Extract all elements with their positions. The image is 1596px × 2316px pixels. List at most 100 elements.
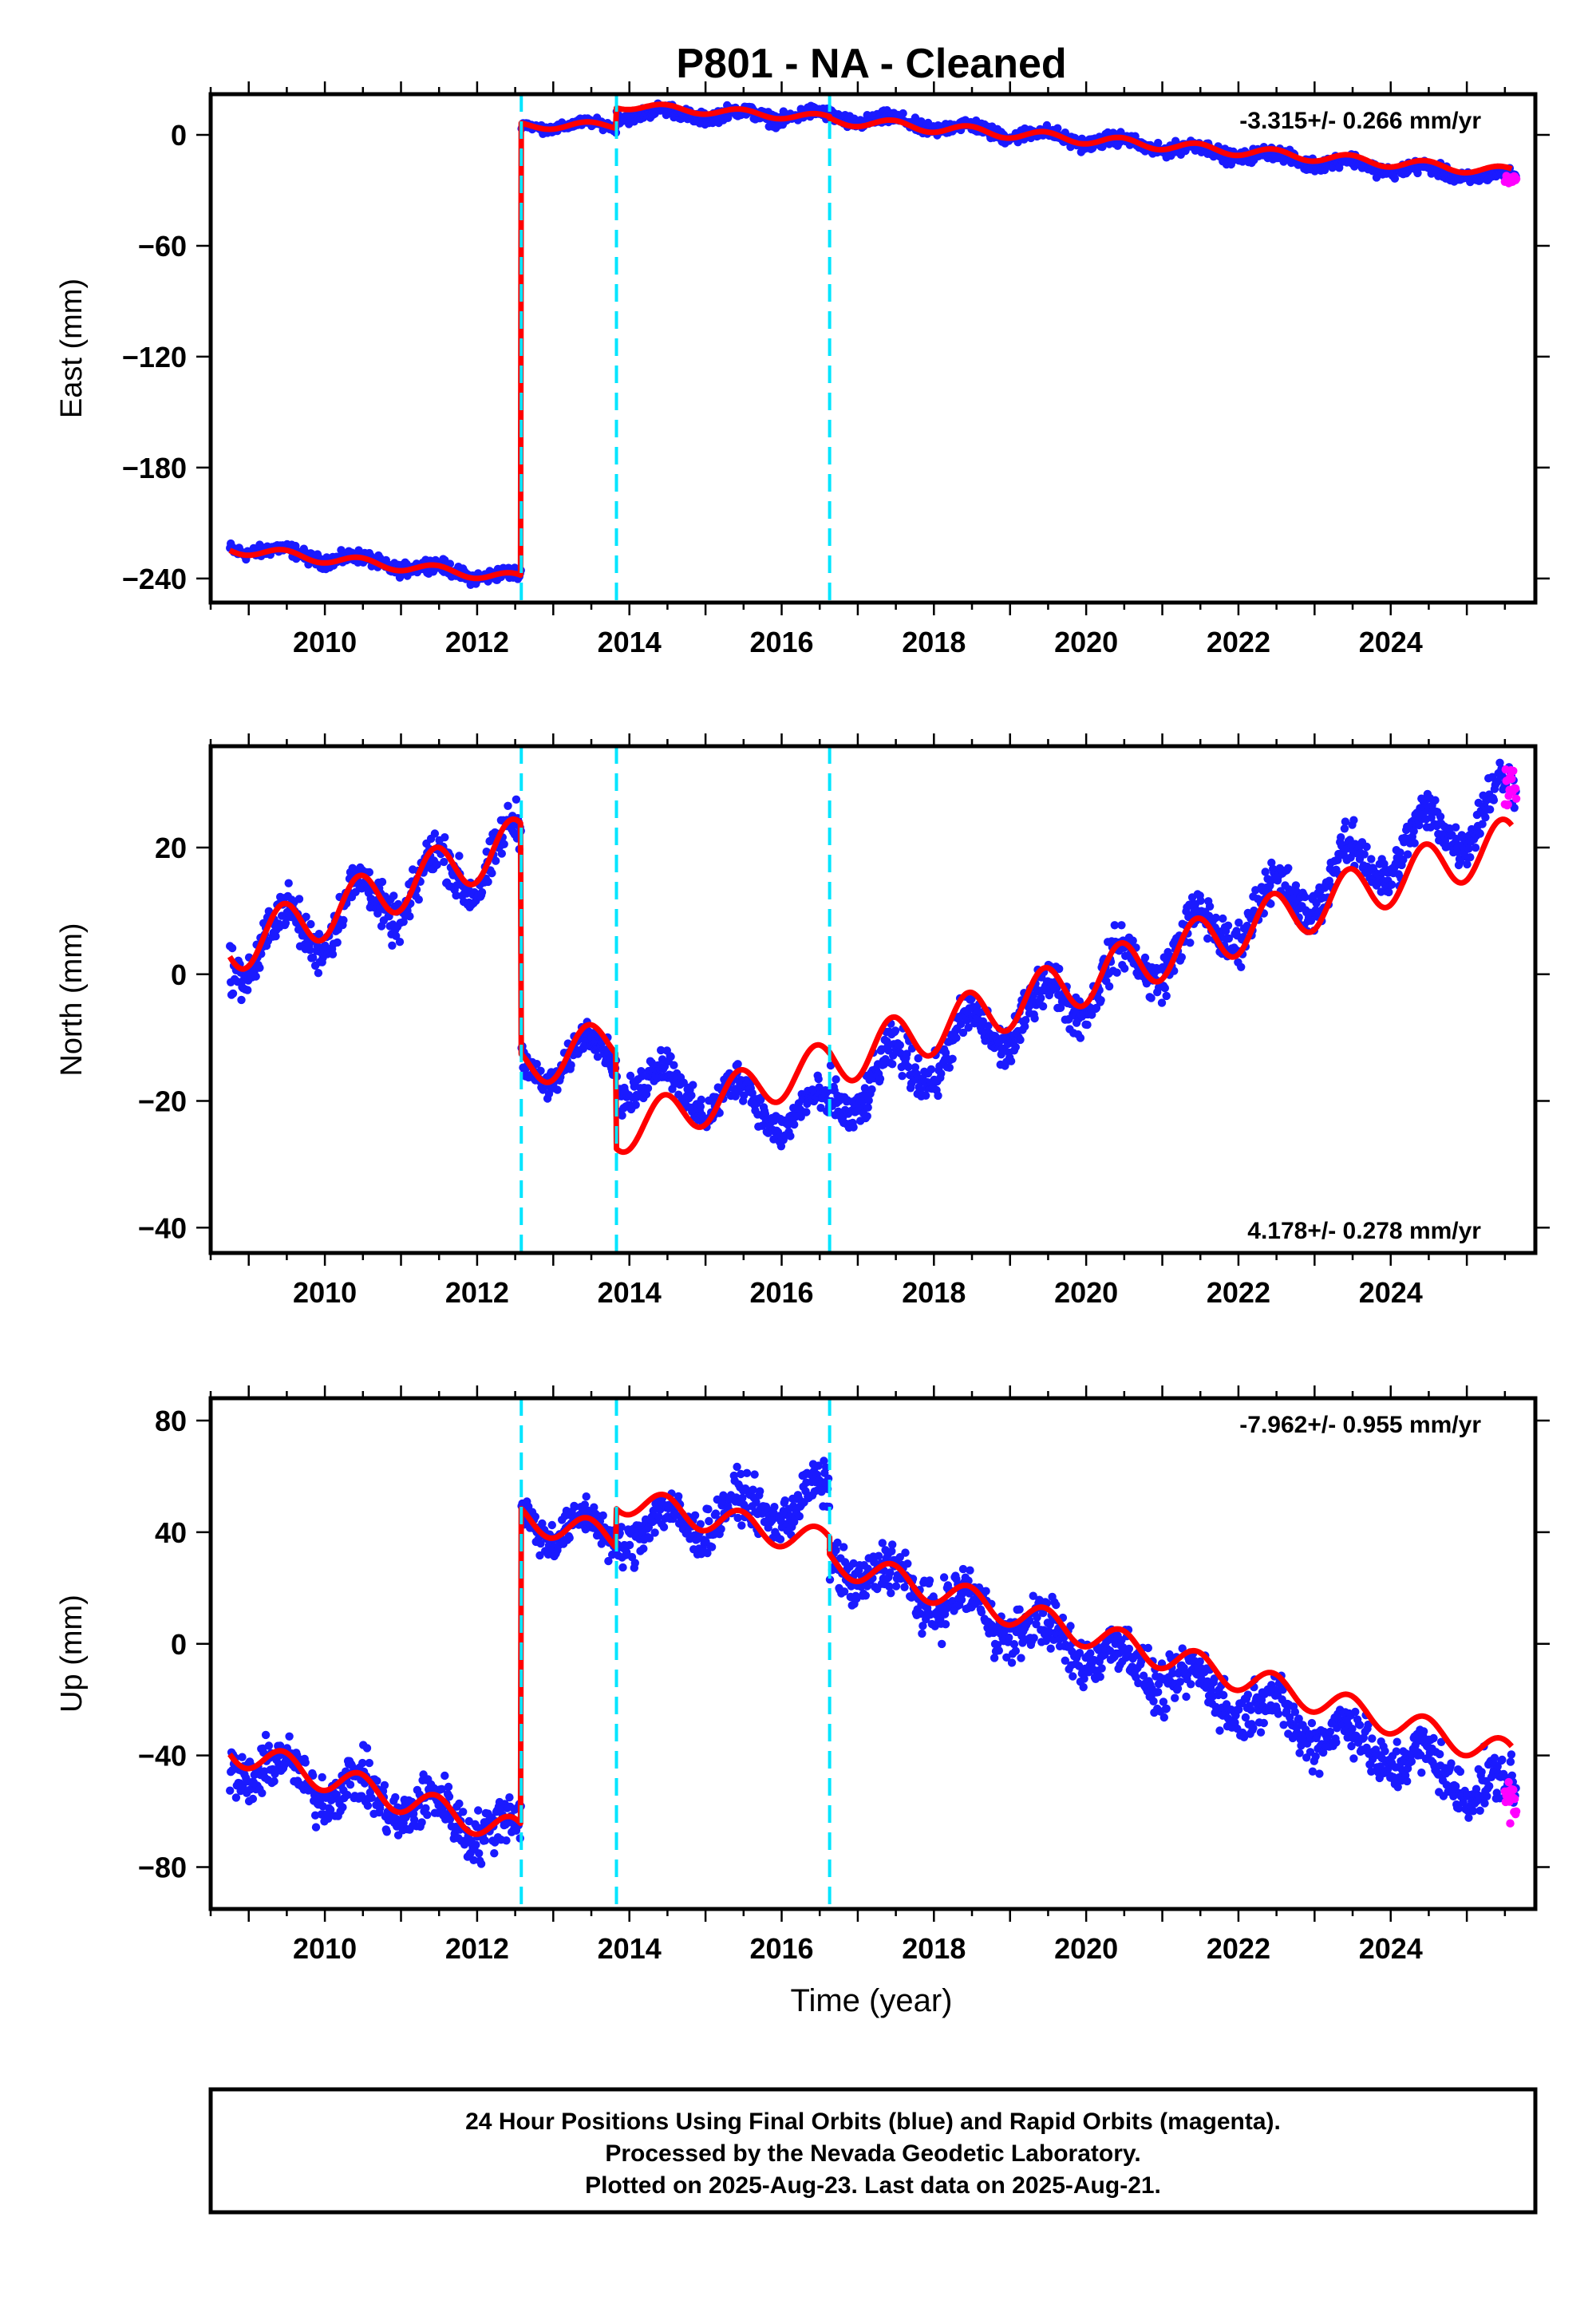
data-point bbox=[795, 1512, 804, 1521]
data-point bbox=[1149, 1697, 1158, 1705]
data-point bbox=[1489, 796, 1499, 804]
data-point bbox=[1066, 1622, 1075, 1630]
data-point bbox=[994, 1646, 1004, 1655]
data-point bbox=[820, 1456, 828, 1465]
data-point bbox=[270, 1777, 279, 1786]
data-point bbox=[926, 1065, 936, 1074]
data-point bbox=[343, 1790, 352, 1800]
data-point bbox=[1427, 813, 1436, 822]
data-point bbox=[626, 1071, 635, 1081]
data-point bbox=[1029, 1634, 1038, 1642]
rapid-point bbox=[1511, 784, 1520, 793]
rapid-point bbox=[1507, 774, 1516, 784]
data-point bbox=[1002, 1653, 1011, 1662]
data-point bbox=[1205, 902, 1215, 911]
data-point bbox=[1079, 1682, 1088, 1692]
data-point bbox=[1243, 1690, 1253, 1699]
data-point bbox=[1032, 1620, 1041, 1629]
data-point bbox=[1390, 174, 1400, 183]
data-point bbox=[1306, 916, 1316, 925]
data-point bbox=[237, 995, 246, 1005]
data-point bbox=[878, 1539, 887, 1547]
data-point bbox=[433, 860, 441, 869]
data-point bbox=[760, 1109, 770, 1118]
data-point bbox=[1266, 899, 1275, 908]
data-point bbox=[490, 1849, 499, 1858]
data-point bbox=[437, 1784, 446, 1793]
data-point bbox=[1249, 1724, 1258, 1733]
data-point bbox=[918, 1622, 927, 1630]
data-point bbox=[1239, 1733, 1249, 1741]
data-point bbox=[227, 943, 237, 953]
data-point bbox=[248, 1794, 258, 1804]
data-point bbox=[934, 1091, 942, 1101]
data-point bbox=[238, 1753, 247, 1761]
data-point bbox=[338, 1803, 347, 1812]
data-point bbox=[1086, 1649, 1095, 1658]
data-point bbox=[1029, 1591, 1037, 1600]
figure-title: P801 - NA - Cleaned bbox=[676, 41, 1066, 87]
x-tick-label: 2012 bbox=[445, 1276, 509, 1309]
data-point bbox=[899, 109, 907, 118]
data-point bbox=[941, 1620, 950, 1629]
data-point bbox=[1055, 964, 1064, 974]
model-curve bbox=[227, 816, 1515, 1156]
data-point bbox=[301, 1758, 310, 1767]
data-point bbox=[1196, 896, 1205, 905]
data-point bbox=[1259, 1718, 1269, 1728]
data-point bbox=[696, 1102, 705, 1111]
data-point bbox=[309, 1771, 318, 1780]
data-point bbox=[1219, 1690, 1228, 1700]
data-point bbox=[1075, 1649, 1084, 1658]
rapid-point bbox=[1509, 766, 1518, 776]
data-point bbox=[937, 1069, 946, 1078]
data-point bbox=[1203, 934, 1212, 943]
data-point bbox=[719, 1491, 728, 1500]
y-tick-label: 0 bbox=[171, 119, 187, 152]
data-point bbox=[389, 891, 398, 900]
data-point bbox=[802, 1108, 811, 1117]
y-axis-label: East (mm) bbox=[55, 279, 89, 418]
data-point bbox=[1124, 1644, 1134, 1654]
data-point bbox=[1413, 168, 1422, 178]
data-point bbox=[1476, 829, 1484, 838]
data-point bbox=[724, 113, 733, 122]
data-point bbox=[733, 1462, 741, 1472]
data-point bbox=[1256, 1728, 1266, 1737]
data-point bbox=[1387, 880, 1396, 889]
data-point bbox=[1117, 921, 1126, 930]
data-point bbox=[271, 932, 280, 941]
data-point bbox=[417, 1818, 426, 1827]
data-point bbox=[659, 1523, 669, 1531]
data-point bbox=[922, 1091, 930, 1101]
data-point bbox=[1385, 887, 1393, 897]
data-point bbox=[833, 1538, 842, 1547]
data-point bbox=[475, 1849, 484, 1858]
data-point bbox=[1053, 983, 1061, 993]
data-point bbox=[618, 1563, 627, 1572]
data-point bbox=[1396, 848, 1404, 857]
data-point bbox=[666, 1052, 675, 1061]
x-tick-label: 2024 bbox=[1359, 1276, 1423, 1309]
data-point bbox=[264, 1741, 274, 1750]
data-point bbox=[839, 1543, 848, 1551]
data-point bbox=[918, 1629, 926, 1638]
data-point bbox=[309, 953, 318, 962]
data-point bbox=[1046, 1644, 1055, 1653]
data-point bbox=[452, 891, 460, 900]
data-point bbox=[776, 1535, 785, 1544]
x-tick-label: 2020 bbox=[1054, 626, 1118, 658]
data-point bbox=[977, 1607, 986, 1617]
data-point bbox=[532, 1060, 541, 1069]
data-point bbox=[399, 917, 408, 927]
data-point bbox=[625, 1540, 634, 1550]
data-point bbox=[705, 1516, 713, 1526]
data-point bbox=[1139, 1671, 1148, 1680]
data-point bbox=[649, 1506, 658, 1516]
data-point bbox=[707, 1543, 717, 1551]
x-tick-label: 2022 bbox=[1207, 626, 1270, 658]
data-point bbox=[650, 1528, 659, 1537]
data-point bbox=[630, 1559, 639, 1567]
data-point bbox=[1096, 996, 1105, 1005]
data-point bbox=[1431, 796, 1440, 804]
